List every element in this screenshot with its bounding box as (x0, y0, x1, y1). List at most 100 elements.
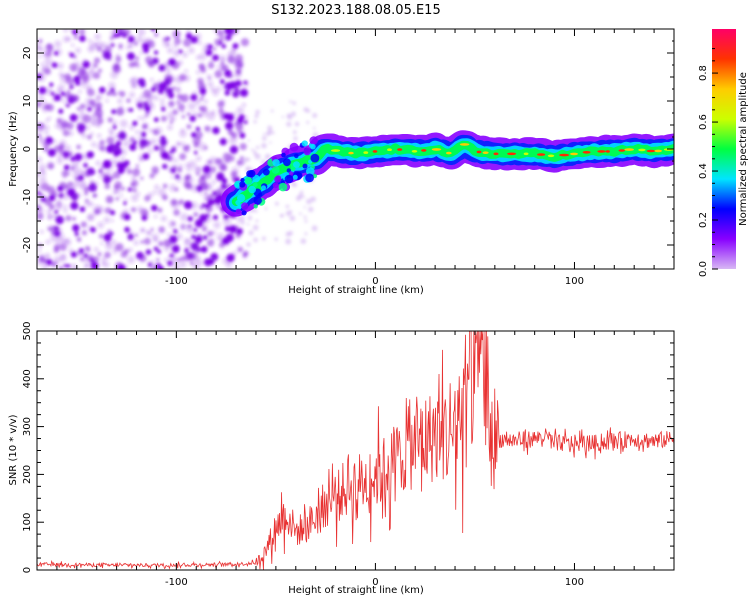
ridge-blob (309, 136, 319, 145)
noise-speckle (207, 62, 215, 69)
noise-speckle (59, 97, 65, 102)
noise-speckle (75, 235, 82, 241)
noise-speckle (66, 264, 71, 268)
noise-speckle (200, 105, 207, 113)
noise-speckle (147, 192, 154, 199)
noise-speckle (47, 227, 51, 231)
noise-speckle (240, 38, 249, 47)
ridge-hotspot (618, 149, 626, 152)
noise-speckle (115, 197, 120, 201)
noise-speckle (207, 230, 214, 237)
noise-speckle (52, 213, 59, 220)
noise-speckle (196, 172, 200, 176)
noise-speckle (145, 56, 153, 64)
noise-speckle (208, 193, 215, 200)
noise-speckle (255, 219, 259, 223)
noise-speckle (110, 210, 116, 216)
noise-speckle (178, 199, 185, 205)
ridge-hotspot (397, 148, 403, 151)
noise-speckle (68, 93, 75, 100)
noise-speckle (90, 132, 94, 136)
noise-speckle (50, 92, 55, 96)
noise-speckle (105, 195, 114, 204)
noise-speckle (185, 32, 193, 40)
noise-speckle (111, 145, 118, 152)
noise-speckle (226, 52, 232, 58)
ridge-blob (253, 204, 258, 209)
noise-speckle (162, 163, 168, 169)
noise-speckle (58, 265, 64, 269)
noise-speckle (81, 255, 88, 263)
noise-speckle (228, 225, 237, 233)
noise-speckle (224, 90, 230, 96)
noise-speckle (224, 29, 231, 34)
ridge-blob (240, 177, 245, 183)
noise-speckle (203, 99, 208, 104)
noise-speckle (209, 59, 214, 64)
noise-speckle (42, 104, 47, 109)
ridge-blob (284, 174, 294, 184)
noise-speckle (298, 193, 304, 199)
noise-speckle (82, 58, 88, 65)
noise-speckle (269, 141, 272, 144)
noise-speckle (57, 84, 65, 92)
colorbar-tick-label: 0.2 (698, 212, 709, 228)
noise-speckle (170, 198, 178, 206)
noise-speckle (184, 175, 189, 180)
noise-speckle (71, 181, 79, 189)
noise-speckle (225, 113, 234, 121)
y-tick-label: 200 (22, 465, 33, 484)
noise-speckle (163, 239, 171, 247)
noise-speckle (304, 219, 308, 223)
noise-speckle (289, 215, 296, 222)
noise-speckle (275, 201, 279, 206)
noise-speckle (52, 139, 57, 144)
noise-speckle (167, 260, 173, 266)
snr-ylabel: SNR (10 * v/v) (8, 414, 19, 485)
noise-speckle (214, 38, 222, 47)
noise-speckle (212, 54, 219, 61)
ridge-hotspot (446, 151, 452, 155)
noise-speckle (140, 240, 144, 244)
snr-xlabel: Height of straight line (km) (288, 585, 424, 596)
noise-speckle (126, 52, 135, 61)
figure-title: S132.2023.188.08.05.E15 (271, 3, 440, 18)
noise-speckle (261, 236, 266, 241)
noise-speckle (286, 121, 292, 127)
snr-ticks: -100 0 100 0 100 200 300 400 500 (22, 321, 675, 588)
noise-speckle (62, 129, 70, 137)
noise-speckle (88, 67, 96, 74)
ridge-hotspot (459, 143, 470, 146)
noise-speckle (169, 253, 174, 258)
colorbar-gradient (712, 29, 736, 269)
noise-speckle (215, 157, 222, 165)
noise-speckle (46, 208, 52, 215)
noise-speckle (232, 43, 239, 49)
noise-speckle (99, 86, 106, 94)
noise-speckle (214, 70, 223, 79)
noise-speckle (175, 233, 183, 240)
spectrogram-ridge (220, 130, 674, 217)
noise-speckle (136, 206, 144, 213)
noise-speckle (190, 36, 198, 44)
noise-speckle (63, 152, 72, 161)
noise-speckle (86, 214, 94, 222)
noise-speckle (63, 208, 68, 213)
noise-speckle (84, 245, 91, 252)
noise-speckle (129, 143, 137, 151)
noise-speckle (148, 128, 152, 133)
noise-speckle (274, 237, 278, 241)
noise-speckle (117, 264, 126, 269)
noise-speckle (239, 143, 247, 151)
noise-speckle (287, 114, 293, 120)
ridge-hotspot (387, 148, 392, 151)
noise-speckle (147, 262, 152, 267)
colorbar-tick-label: 0.4 (698, 163, 709, 179)
ridge-hotspot (482, 151, 489, 154)
y-tick-label: -10 (22, 189, 33, 205)
noise-speckle (306, 198, 312, 205)
noise-speckle (101, 261, 105, 266)
noise-speckle (39, 138, 47, 146)
noise-speckle (76, 144, 81, 150)
noise-speckle (47, 148, 56, 157)
